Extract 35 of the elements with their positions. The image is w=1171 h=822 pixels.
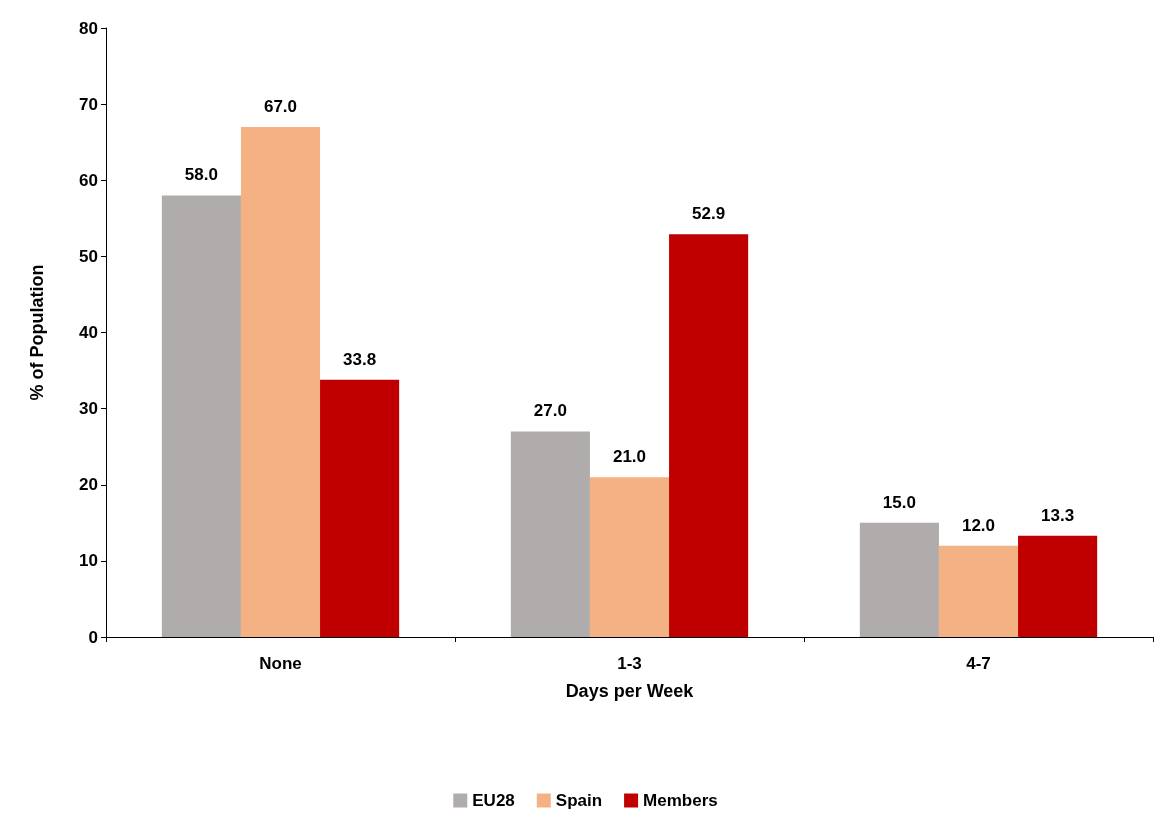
data-label: 12.0 — [961, 515, 996, 535]
y-axis-title: % of Population — [27, 264, 47, 401]
legend-label: EU28 — [472, 791, 515, 810]
bar — [859, 522, 939, 637]
y-tick-label: 10 — [79, 551, 98, 571]
bar — [510, 431, 590, 637]
x-axis-title: Days per Week — [565, 681, 695, 701]
y-tick-label: 70 — [79, 94, 98, 114]
x-tick-label: None — [259, 654, 302, 673]
bar — [589, 477, 670, 637]
data-label: 52.9 — [692, 204, 726, 224]
bar — [320, 379, 400, 637]
y-tick-label: 30 — [79, 399, 98, 419]
x-tick-label: 4-7 — [966, 654, 991, 673]
bar — [161, 195, 241, 637]
data-label: 15.0 — [882, 492, 916, 512]
data-label: 58.0 — [184, 165, 218, 185]
data-label: 13.3 — [1041, 505, 1075, 525]
data-label: 67.0 — [263, 96, 298, 116]
x-tick-label: 1-3 — [617, 654, 642, 673]
y-tick-label: 20 — [79, 475, 98, 495]
y-tick-label: 0 — [88, 627, 98, 647]
data-label: 27.0 — [533, 401, 567, 421]
y-tick-label: 40 — [79, 323, 98, 342]
y-tick-label: 60 — [79, 170, 98, 190]
data-label: 21.0 — [612, 447, 647, 467]
legend-label: Spain — [555, 791, 603, 810]
y-tick-label: 80 — [79, 18, 98, 38]
bar — [240, 126, 321, 637]
bar — [669, 234, 749, 637]
y-tick-label: 50 — [79, 246, 98, 266]
bar — [938, 545, 1019, 637]
data-label: 33.8 — [343, 349, 377, 369]
bar — [1018, 535, 1098, 637]
legend-label: Members — [643, 791, 718, 810]
